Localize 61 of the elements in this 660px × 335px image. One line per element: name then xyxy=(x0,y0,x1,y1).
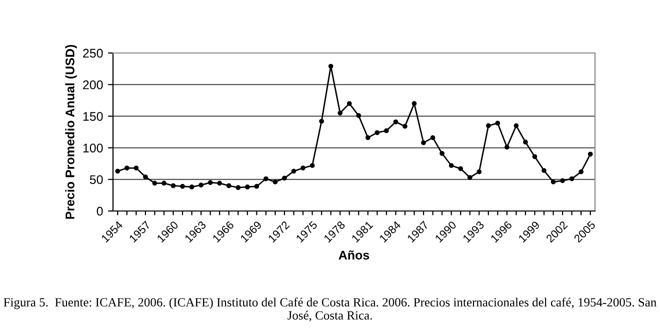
point xyxy=(189,184,194,190)
point xyxy=(254,184,260,189)
point xyxy=(374,130,380,136)
point xyxy=(560,178,565,184)
y-tick-label: 150 xyxy=(83,112,103,121)
point xyxy=(569,176,574,182)
point xyxy=(143,174,148,180)
point xyxy=(272,179,278,184)
point xyxy=(226,183,232,188)
y-axis-title: Precio Promedio Anual (USD) xyxy=(65,44,77,219)
point xyxy=(162,180,166,186)
point xyxy=(504,144,510,150)
point xyxy=(578,169,584,174)
point xyxy=(393,119,398,124)
point xyxy=(328,64,334,69)
point xyxy=(115,168,120,174)
point xyxy=(310,163,315,168)
point xyxy=(467,175,472,180)
y-tick-label: 250 xyxy=(83,48,103,58)
point xyxy=(346,101,352,106)
point xyxy=(402,124,408,129)
point xyxy=(365,135,370,140)
point xyxy=(319,118,324,124)
point xyxy=(588,152,593,157)
point xyxy=(495,120,500,126)
point xyxy=(282,176,287,181)
point xyxy=(384,128,389,134)
point xyxy=(458,166,464,172)
point xyxy=(356,113,362,118)
y-tick-label: 50 xyxy=(90,175,103,184)
x-axis-title: Años xyxy=(338,250,370,260)
point xyxy=(264,176,268,182)
y-tick-label: 100 xyxy=(83,144,103,152)
y-tick-label: 0 xyxy=(96,206,103,216)
point xyxy=(244,184,250,190)
point xyxy=(152,180,158,186)
text: Figura 5. Fuente: ICAFE, 2006. (ICAFE) Instituto del Café de Costa Rica. 2006. Precios internacionales del café, 1954-2005. San José, Costa Rica. xyxy=(4,298,656,322)
point xyxy=(134,166,139,170)
point xyxy=(236,185,241,190)
point xyxy=(412,101,417,106)
point xyxy=(170,183,176,188)
point xyxy=(430,135,436,140)
point xyxy=(448,163,454,168)
point xyxy=(486,123,491,128)
point xyxy=(338,110,343,116)
point xyxy=(180,184,185,189)
point xyxy=(523,140,528,145)
point xyxy=(514,123,519,128)
point xyxy=(217,180,222,186)
point xyxy=(124,166,130,170)
y-tick-label: 200 xyxy=(83,80,103,90)
point xyxy=(440,151,444,156)
point xyxy=(198,182,204,188)
point xyxy=(208,180,213,185)
point xyxy=(291,168,296,174)
point xyxy=(542,168,546,173)
point xyxy=(532,154,538,160)
point xyxy=(300,166,306,170)
point xyxy=(476,169,482,174)
point xyxy=(421,140,426,146)
point xyxy=(550,179,556,184)
